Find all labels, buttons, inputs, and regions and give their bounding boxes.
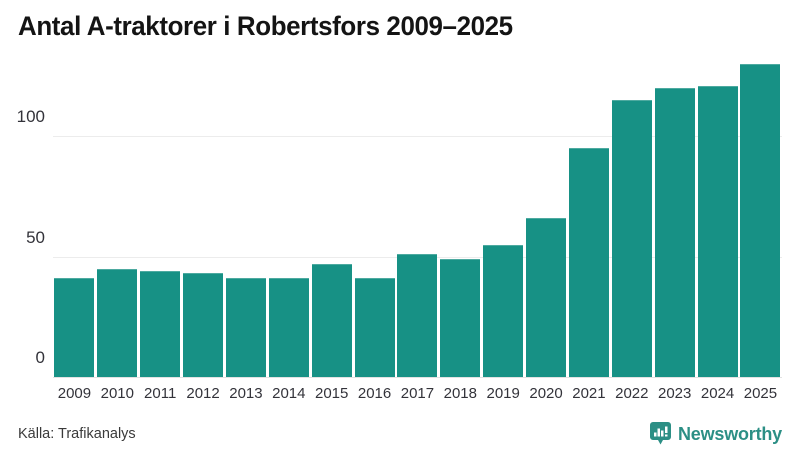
- bar-slot: [310, 60, 353, 378]
- bar[interactable]: [440, 258, 481, 378]
- x-axis-tick-label: 2025: [743, 385, 778, 402]
- bar-slot: [182, 60, 225, 378]
- bar[interactable]: [526, 218, 567, 378]
- bar-slot: [267, 60, 310, 378]
- bar[interactable]: [140, 271, 181, 378]
- bar-slot: [396, 60, 439, 378]
- bar[interactable]: [183, 273, 224, 378]
- bar[interactable]: [483, 244, 524, 378]
- axis-baseline: [53, 377, 782, 378]
- bar-series: [53, 60, 782, 378]
- bar[interactable]: [397, 254, 438, 378]
- x-axis-tick-labels: 2009 2010 2011 2012 2013 2014 2015 2016 2017 2018…: [53, 385, 782, 402]
- x-axis-tick-label: 2020: [529, 385, 563, 402]
- bar-slot: [139, 60, 182, 378]
- x-axis-tick-label: 2012: [186, 385, 220, 402]
- x-axis-tick-label: 2018: [443, 385, 477, 402]
- x-axis-tick-label: 2017: [400, 385, 435, 402]
- bar[interactable]: [311, 263, 352, 378]
- x-axis-tick-label: 2010: [100, 385, 134, 402]
- bar[interactable]: [740, 63, 781, 378]
- bar-slot: [739, 60, 782, 378]
- x-axis-tick-label: 2009: [57, 385, 92, 402]
- bar[interactable]: [611, 99, 652, 378]
- gridline: 100: [17, 107, 782, 138]
- chart-title: Antal A-traktorer i Robertsfors 2009–202…: [18, 11, 513, 41]
- bar-slot: [53, 60, 96, 378]
- x-axis-tick-label: 2015: [315, 385, 349, 402]
- chart-footer: Källa: Trafikanalys Newsworthy: [0, 418, 800, 450]
- bar-slot: [439, 60, 482, 378]
- x-axis-tick-label: 2019: [486, 385, 520, 402]
- x-axis-tick-label: 2016: [357, 385, 392, 402]
- x-axis-tick-label: 2011: [144, 385, 177, 402]
- bar-slot: [696, 60, 739, 378]
- y-axis-tick-label: 100: [16, 107, 45, 127]
- x-axis-tick-label: 2021: [572, 385, 606, 402]
- x-axis-tick-label: 2024: [700, 385, 735, 402]
- x-axis-tick-label: 2023: [658, 385, 692, 402]
- bar[interactable]: [654, 87, 695, 378]
- x-axis-tick-label: 2013: [229, 385, 263, 402]
- bar-slot: [568, 60, 611, 378]
- x-axis-tick-label: 2022: [615, 385, 649, 402]
- bar[interactable]: [225, 278, 266, 378]
- bar[interactable]: [54, 278, 95, 378]
- bar-slot: [610, 60, 653, 378]
- newsworthy-wordmark: Newsworthy: [677, 423, 782, 444]
- bar[interactable]: [697, 85, 738, 378]
- bar-slot: [225, 60, 268, 378]
- bar[interactable]: [568, 148, 609, 378]
- bar-slot: [353, 60, 396, 378]
- y-axis-tick-label: 50: [26, 227, 45, 247]
- y-axis-tick-label: 0: [35, 348, 45, 367]
- newsworthy-pin-icon: [649, 422, 671, 445]
- source-note: Källa: Trafikanalys: [18, 426, 136, 442]
- bar[interactable]: [354, 278, 395, 378]
- bar-slot: [525, 60, 568, 378]
- bar-slot: [96, 60, 139, 378]
- bar[interactable]: [97, 268, 138, 378]
- bar[interactable]: [268, 278, 309, 378]
- x-axis-tick-label: 2014: [272, 385, 306, 402]
- newsworthy-logo[interactable]: Newsworthy: [649, 422, 782, 446]
- bar-slot: [482, 60, 525, 378]
- bar-slot: [653, 60, 696, 378]
- plot-area: 0 50 100: [17, 60, 782, 378]
